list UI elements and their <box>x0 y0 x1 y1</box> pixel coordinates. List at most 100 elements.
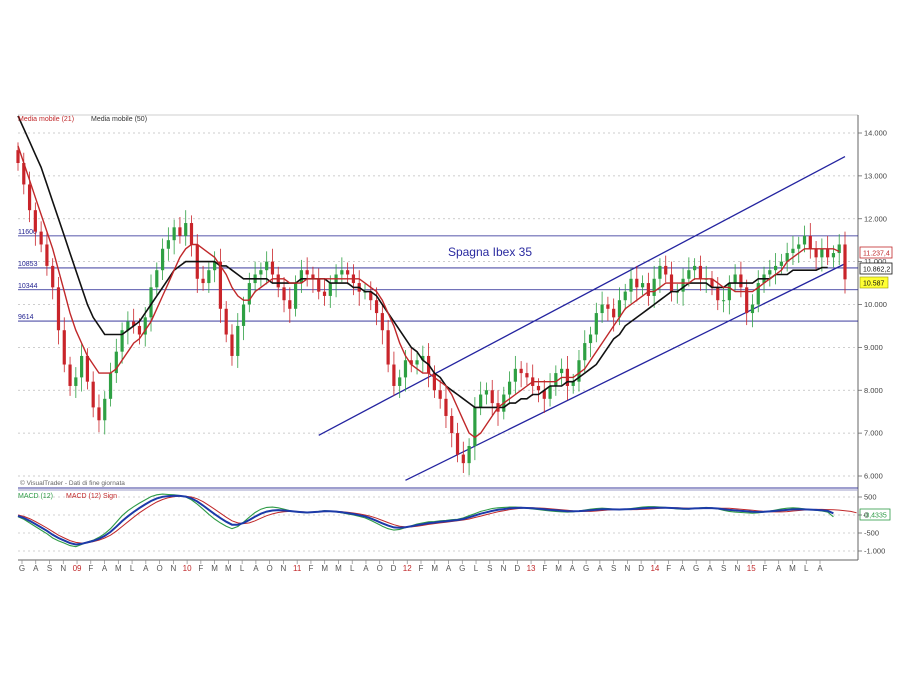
candle-body <box>606 304 610 309</box>
candle-body <box>276 274 280 288</box>
candle-body <box>403 360 408 378</box>
x-tick-label: O <box>267 564 273 573</box>
candle-body <box>820 248 824 258</box>
macd-sign-legend: MACD (12) Sign <box>66 493 117 500</box>
ma21-value-tag: 11.237,4 <box>863 251 890 258</box>
candle-body <box>774 265 778 271</box>
candle-body <box>22 163 26 185</box>
candle-body <box>33 210 37 232</box>
candle-body <box>681 278 685 292</box>
candle-body <box>467 445 471 464</box>
ma50-value-tag: 10.862,2 <box>863 267 890 274</box>
x-axis-labels: G A S N 09 F A M L A O N 10 F M M L A O N 11 F M M L A O D 12 F M A G L S N… <box>19 560 823 573</box>
candle-body <box>178 227 182 236</box>
candle-body <box>120 330 124 352</box>
x-tick-label: 09 <box>73 564 82 573</box>
x-tick-label: N <box>501 564 507 573</box>
x-tick-label: 12 <box>403 564 412 573</box>
candle-body <box>617 300 622 318</box>
candle-body <box>374 300 379 314</box>
candle-body <box>74 377 78 386</box>
candle-body <box>797 244 801 249</box>
candle-body <box>97 407 101 421</box>
candle-body <box>218 261 223 309</box>
x-tick-label: G <box>459 564 465 573</box>
candle-body <box>247 283 251 305</box>
main-y-tick-labels: 6.000 7.000 8.000 9.000 10.000 11.000 12.000 13… <box>858 129 887 481</box>
candle-body <box>693 265 697 271</box>
macd-y-tick-label: 500 <box>864 493 877 502</box>
close-value-box <box>859 276 889 289</box>
candle-body <box>241 304 246 326</box>
candle-body <box>108 373 113 399</box>
candle-body <box>270 261 275 275</box>
candle-body <box>201 278 205 284</box>
macd-gridlines <box>18 496 858 552</box>
x-tick-label: S <box>47 564 52 573</box>
x-tick-label: A <box>446 564 452 573</box>
candle-body <box>831 253 836 258</box>
candle-body <box>27 184 32 211</box>
legend-ma50: Media mobile (50) <box>91 116 147 123</box>
candle-body <box>779 261 783 266</box>
x-tick-label: N <box>735 564 741 573</box>
candle-body <box>473 407 477 446</box>
candle-body <box>785 253 789 262</box>
x-tick-label: F <box>542 564 547 573</box>
candle-body <box>172 227 176 241</box>
candle-body <box>149 287 153 318</box>
ma50-value-box <box>859 262 893 275</box>
candle-body <box>623 291 627 301</box>
candle-body <box>750 304 755 314</box>
x-tick-label: 11 <box>293 564 302 573</box>
candle-body <box>340 270 344 275</box>
candle-body <box>721 300 726 302</box>
x-tick-label: A <box>33 564 39 573</box>
candle-body <box>85 355 89 382</box>
main-gridlines <box>18 132 858 477</box>
last-value-tags: 11.237,4 10.862,2 10.587 -0,4335 <box>859 246 893 521</box>
candle-body <box>548 385 552 399</box>
x-tick-label: M <box>335 564 342 573</box>
candle-body <box>513 368 517 382</box>
candle-body <box>837 244 841 254</box>
candle-body <box>126 321 130 331</box>
candle-body <box>484 390 489 395</box>
candle-body <box>328 283 332 296</box>
candle-body <box>640 283 645 288</box>
macd-y-tick-label: -1.000 <box>864 547 885 556</box>
candle-body <box>600 304 604 314</box>
candle-body <box>137 325 142 335</box>
y-tick-label: 7.000 <box>864 429 883 438</box>
y-tick-label: 14.000 <box>864 129 887 138</box>
candle-body <box>386 330 390 365</box>
candle-body <box>652 278 656 296</box>
candle-body <box>317 278 321 292</box>
candle-body <box>432 373 436 391</box>
x-tick-label: A <box>253 564 259 573</box>
source-note: © VisualTrader - Dati di fine giornata <box>20 479 125 487</box>
x-tick-label: S <box>487 564 492 573</box>
candle-body <box>635 278 639 288</box>
x-tick-label: D <box>391 564 397 573</box>
candle-body <box>536 385 541 391</box>
x-tick-label: A <box>680 564 686 573</box>
macd-value-tag: -0,4335 <box>863 513 887 520</box>
x-tick-label: G <box>693 564 699 573</box>
candle-body <box>299 270 303 284</box>
x-tick-label: G <box>583 564 589 573</box>
macd-value-box <box>859 508 891 521</box>
candle-body <box>698 265 703 279</box>
candle-body <box>45 244 49 266</box>
candle-body <box>380 313 384 331</box>
candle-body <box>716 287 720 301</box>
candle-body <box>103 398 107 421</box>
x-tick-label: A <box>143 564 149 573</box>
horizontal-levels: 11600 10853 10344 9614 <box>18 229 858 322</box>
candle-body <box>507 381 512 395</box>
x-tick-label: 10 <box>183 564 192 573</box>
candle-body <box>519 368 523 374</box>
channel-lower-line <box>405 263 846 481</box>
candle-body <box>438 390 442 399</box>
macd-y-tick-labels: 500 0 -500 -1.000 <box>858 493 885 556</box>
